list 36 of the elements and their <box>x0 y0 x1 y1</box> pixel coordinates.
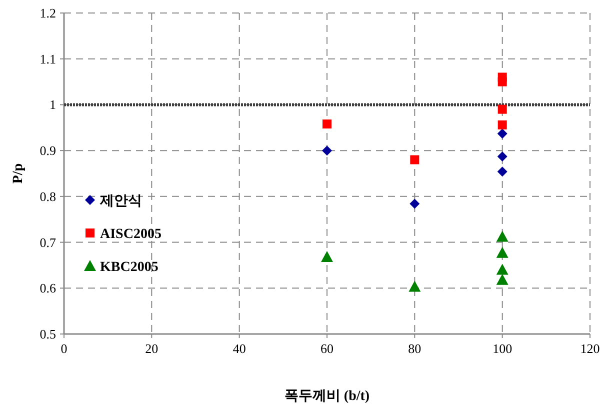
legend-label: AISC2005 <box>100 227 162 242</box>
point <box>496 246 508 258</box>
point <box>408 280 421 292</box>
y-tick-label: 0.7 <box>40 234 56 250</box>
y-tick-label: 1.2 <box>40 6 56 20</box>
x-tick-label: 80 <box>408 341 422 356</box>
y-tick-label: 1 <box>50 97 56 112</box>
y-tick-label: 0.5 <box>40 326 56 342</box>
point <box>410 198 420 209</box>
point <box>322 119 332 128</box>
legend-label: KBC2005 <box>100 260 158 275</box>
x-tick-label: 40 <box>232 341 246 356</box>
y-tick-label: 0.9 <box>40 143 56 158</box>
x-tick-label: 100 <box>492 341 512 356</box>
point <box>321 250 333 262</box>
y-tick-label: 0.8 <box>40 188 56 204</box>
point <box>496 274 508 285</box>
x-tick-label: 60 <box>320 341 334 356</box>
x-tick-label: 20 <box>145 341 158 356</box>
point <box>498 77 507 86</box>
point <box>322 146 332 156</box>
point <box>497 152 508 162</box>
point <box>496 230 508 242</box>
y-tick-label: 0.6 <box>40 280 56 296</box>
y-tick-label: 1.1 <box>40 51 56 66</box>
y-axis-title: P/p <box>11 163 26 184</box>
x-tick-label: 120 <box>580 341 600 356</box>
point <box>497 166 508 177</box>
point <box>410 155 420 164</box>
legend-label: 제안식 <box>99 194 142 209</box>
x-tick-label: 0 <box>60 341 68 356</box>
point <box>497 128 508 139</box>
point <box>498 120 507 130</box>
point <box>498 104 507 114</box>
point <box>496 264 508 275</box>
x-axis-title: 폭두께비 (b/t) <box>284 389 370 404</box>
